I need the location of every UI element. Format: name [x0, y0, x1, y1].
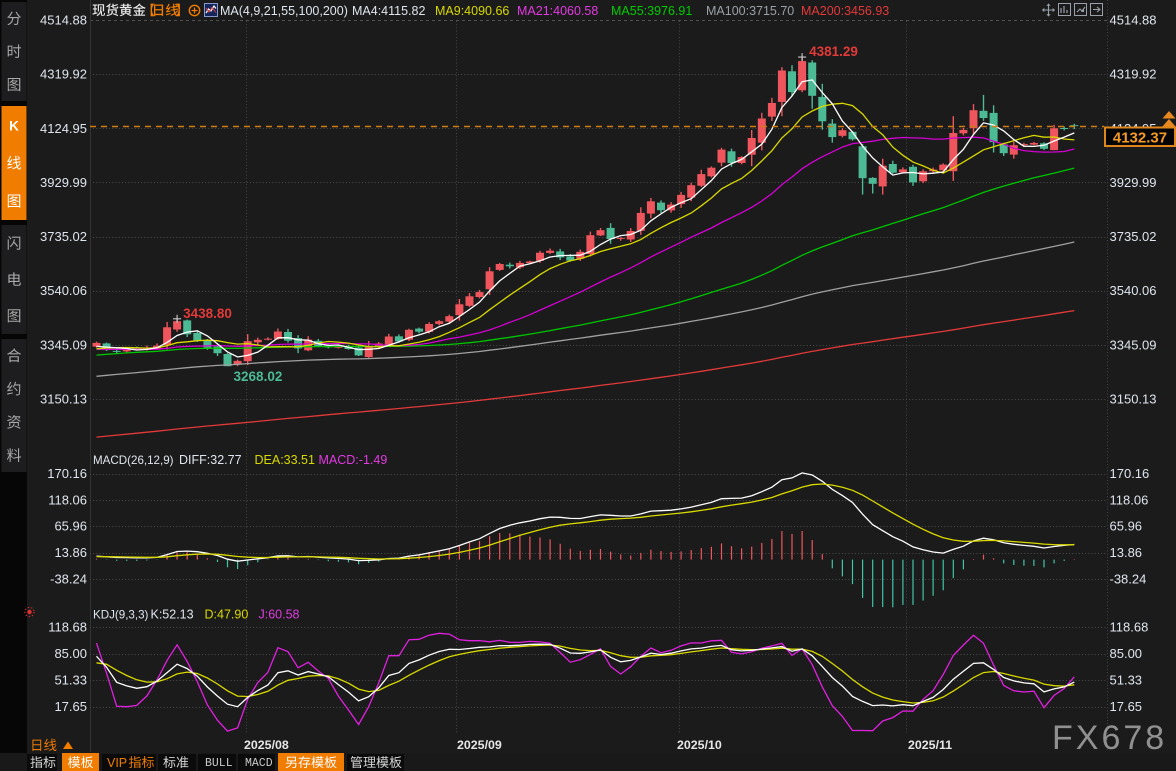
svg-text:51.33: 51.33 [54, 672, 87, 687]
svg-text:3735.02: 3735.02 [1110, 229, 1157, 244]
svg-text:MA100:3715.70: MA100:3715.70 [706, 4, 794, 18]
svg-text:3540.06: 3540.06 [1110, 283, 1157, 298]
svg-text:3929.99: 3929.99 [40, 175, 87, 190]
svg-text:DEA:33.51: DEA:33.51 [255, 453, 316, 467]
svg-text:2025/09: 2025/09 [457, 738, 502, 752]
svg-text:3268.02: 3268.02 [234, 369, 283, 384]
svg-text:D:47.90: D:47.90 [205, 608, 249, 622]
svg-text:65.96: 65.96 [54, 519, 87, 534]
svg-text:3150.13: 3150.13 [40, 391, 87, 406]
svg-text:2025/11: 2025/11 [908, 738, 952, 752]
svg-text:118.68: 118.68 [1110, 620, 1149, 635]
svg-text:4319.92: 4319.92 [40, 67, 87, 82]
svg-text:2025/10: 2025/10 [677, 738, 722, 752]
svg-text:MACD:-1.49: MACD:-1.49 [319, 453, 388, 467]
svg-text:3150.13: 3150.13 [1110, 391, 1157, 406]
svg-text:MACD(26,12,9): MACD(26,12,9) [93, 454, 174, 467]
svg-text:FX678: FX678 [1052, 719, 1167, 757]
svg-text:118.68: 118.68 [48, 620, 87, 635]
svg-text:MA200:3456.93: MA200:3456.93 [801, 4, 889, 18]
svg-text:17.65: 17.65 [54, 699, 87, 714]
svg-text:4514.88: 4514.88 [40, 13, 87, 28]
svg-text:4514.88: 4514.88 [1110, 13, 1157, 28]
svg-text:4132.37: 4132.37 [1113, 130, 1167, 147]
svg-text:MACD: MACD [245, 757, 273, 770]
svg-text:K: K [9, 118, 19, 133]
svg-text:3345.09: 3345.09 [1110, 337, 1157, 352]
svg-text:MA4:4115.82: MA4:4115.82 [352, 4, 425, 18]
svg-text:-38.24: -38.24 [50, 571, 87, 586]
svg-text:13.86: 13.86 [54, 545, 87, 560]
svg-text:3540.06: 3540.06 [40, 283, 87, 298]
svg-text:KDJ(9,3,3): KDJ(9,3,3) [93, 609, 149, 622]
svg-text:17.65: 17.65 [1110, 699, 1143, 714]
svg-text:4319.92: 4319.92 [1110, 67, 1157, 82]
svg-text:MA55:3976.91: MA55:3976.91 [611, 4, 692, 18]
svg-text:VIP: VIP [107, 756, 127, 770]
svg-text:3438.80: 3438.80 [183, 306, 232, 321]
svg-text:118.06: 118.06 [48, 492, 87, 507]
svg-text:MA9:4090.66: MA9:4090.66 [435, 4, 509, 18]
svg-text:MA21:4060.58: MA21:4060.58 [517, 4, 598, 18]
svg-text:118.06: 118.06 [1110, 492, 1149, 507]
svg-text:4124.95: 4124.95 [40, 121, 87, 136]
svg-text:3735.02: 3735.02 [40, 229, 87, 244]
svg-text:51.33: 51.33 [1110, 672, 1143, 687]
svg-text:85.00: 85.00 [54, 646, 87, 661]
svg-text:170.16: 170.16 [47, 466, 87, 481]
svg-text:65.96: 65.96 [1110, 519, 1143, 534]
svg-text:170.16: 170.16 [1110, 466, 1150, 481]
svg-text:BULL: BULL [205, 757, 233, 770]
svg-text:-38.24: -38.24 [1110, 571, 1147, 586]
svg-text:DIFF:32.77: DIFF:32.77 [179, 453, 242, 467]
svg-text:3345.09: 3345.09 [40, 337, 87, 352]
svg-text:85.00: 85.00 [1110, 646, 1143, 661]
svg-text:K:52.13: K:52.13 [151, 608, 194, 622]
svg-text:MA(4,9,21,55,100,200): MA(4,9,21,55,100,200) [220, 4, 348, 18]
svg-text:4381.29: 4381.29 [809, 44, 858, 59]
svg-text:J:60.58: J:60.58 [259, 608, 300, 622]
svg-text:3929.99: 3929.99 [1110, 175, 1157, 190]
svg-text:13.86: 13.86 [1110, 545, 1143, 560]
svg-text:2025/08: 2025/08 [244, 738, 289, 752]
